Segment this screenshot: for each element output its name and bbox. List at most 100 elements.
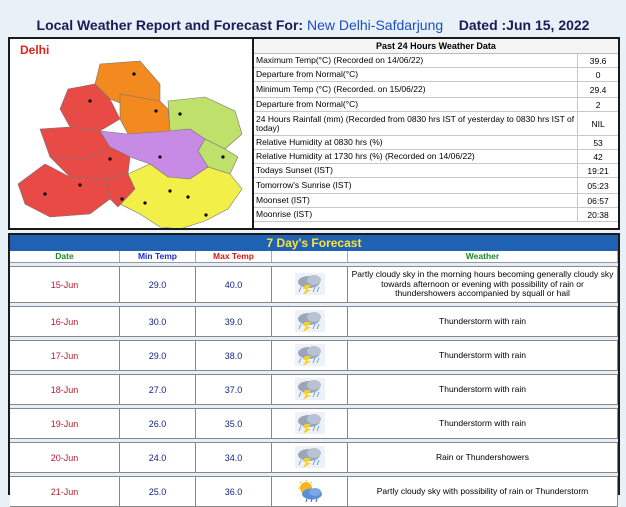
obs-value: 42 [577, 150, 618, 163]
col-header-min-temp: Min Temp [120, 251, 196, 262]
obs-row: Todays Sunset (IST) 19:21 [254, 164, 618, 178]
forecast-weather: Rain or Thundershowers [348, 443, 618, 472]
col-header-icon [272, 251, 348, 262]
past-24h-table: Past 24 Hours Weather Data Maximum Temp(… [254, 39, 618, 228]
past-24h-heading: Past 24 Hours Weather Data [254, 39, 618, 54]
obs-label: Tomorrow's Sunrise (IST) [256, 180, 352, 190]
forecast-icon-cell [272, 409, 348, 438]
obs-value: NIL [577, 112, 618, 135]
delhi-district-map [17, 60, 243, 228]
forecast-row: 21-Jun 25.0 36.0 Partly cloudy sky with pos… [10, 476, 618, 507]
forecast-icon-cell [272, 307, 348, 336]
obs-row: Maximum Temp(°C) (Recorded on 14/06/22) 3… [254, 54, 618, 68]
forecast-icon-cell [272, 267, 348, 302]
forecast-header-row: Date Min Temp Max Temp Weather [10, 251, 618, 263]
thunderstorm-icon [294, 411, 325, 436]
forecast-icon-cell [272, 443, 348, 472]
delhi-map-panel: Delhi [10, 39, 254, 228]
obs-label: Moonrise (IST) [256, 209, 313, 219]
col-header-date: Date [10, 251, 120, 262]
forecast-icon-cell [272, 375, 348, 404]
forecast-max-temp: 40.0 [196, 267, 272, 302]
forecast-weather: Partly cloudy sky with possibility of ra… [348, 477, 618, 506]
obs-value: 06:57 [577, 194, 618, 207]
forecast-row: 16-Jun 30.0 39.0 Thunderstorm with rain [10, 306, 618, 337]
obs-row: Minimum Temp (°C) (Recorded. on 15/06/22… [254, 82, 618, 98]
map-state-label: Delhi [20, 43, 50, 57]
forecast-title: 7 Day's Forecast [10, 235, 618, 251]
obs-label: Departure from Normal(°C) [256, 99, 359, 109]
forecast-max-temp: 36.0 [196, 477, 272, 506]
obs-label: Minimum Temp (°C) (Recorded. on 15/06/22… [256, 84, 426, 94]
obs-row: Moonrise (IST) 20:38 [254, 208, 618, 222]
obs-label: Relative Humidity at 1730 hrs (%) (Recor… [256, 151, 475, 161]
forecast-min-temp: 25.0 [120, 477, 196, 506]
forecast-row: 18-Jun 27.0 37.0 Thunderstorm with rain [10, 374, 618, 405]
obs-label: Todays Sunset (IST) [256, 165, 334, 175]
forecast-icon-cell [272, 341, 348, 370]
forecast-min-temp: 26.0 [120, 409, 196, 438]
title-date: Dated :Jun 15, 2022 [458, 17, 590, 33]
obs-row: Moonset (IST) 06:57 [254, 194, 618, 208]
forecast-max-temp: 34.0 [196, 443, 272, 472]
district-model-town [119, 93, 171, 138]
forecast-max-temp: 38.0 [196, 341, 272, 370]
district-rohini [59, 83, 121, 132]
obs-value: 29.4 [577, 82, 618, 97]
obs-value: 20:38 [577, 208, 618, 221]
forecast-row: 19-Jun 26.0 35.0 Thunderstorm with rain [10, 408, 618, 439]
thunderstorm-icon [294, 445, 325, 470]
obs-value: 2 [577, 98, 618, 111]
forecast-date: 15-Jun [10, 267, 120, 302]
forecast-row: 17-Jun 29.0 38.0 Thunderstorm with rain [10, 340, 618, 371]
forecast-date: 18-Jun [10, 375, 120, 404]
obs-value: 0 [577, 68, 618, 81]
obs-row: Departure from Normal(°C) 0 [254, 68, 618, 82]
forecast-min-temp: 30.0 [120, 307, 196, 336]
obs-row: Tomorrow's Sunrise (IST) 05:23 [254, 178, 618, 194]
obs-label: Maximum Temp(°C) (Recorded on 14/06/22) [256, 55, 424, 65]
forecast-max-temp: 35.0 [196, 409, 272, 438]
thunderstorm-icon [294, 377, 325, 402]
thunderstorm-icon [294, 343, 325, 368]
col-header-weather: Weather [348, 251, 618, 262]
forecast-date: 21-Jun [10, 477, 120, 506]
col-header-max-temp: Max Temp [196, 251, 272, 262]
forecast-min-temp: 27.0 [120, 375, 196, 404]
obs-label: 24 Hours Rainfall (mm) (Recorded from 08… [256, 113, 575, 133]
forecast-min-temp: 24.0 [120, 443, 196, 472]
obs-label: Moonset (IST) [256, 195, 310, 205]
current-weather-panel: Delhi Past 24 Hours Weather Data Maximum… [8, 37, 620, 230]
forecast-weather: Partly cloudy sky in the morning hours b… [348, 267, 618, 302]
forecast-panel: 7 Day's Forecast Date Min Temp Max Temp … [8, 233, 620, 507]
obs-row: Relative Humidity at 0830 hrs (%) 53 [254, 136, 618, 150]
forecast-row: 20-Jun 24.0 34.0 Rain or Thundershowers [10, 442, 618, 473]
obs-value: 19:21 [577, 164, 618, 177]
forecast-weather: Thunderstorm with rain [348, 307, 618, 336]
forecast-weather: Thunderstorm with rain [348, 409, 618, 438]
forecast-weather: Thunderstorm with rain [348, 375, 618, 404]
title-prefix: Local Weather Report and Forecast For: [36, 17, 304, 33]
forecast-date: 16-Jun [10, 307, 120, 336]
obs-value: 53 [577, 136, 618, 149]
obs-row: Departure from Normal(°C) 2 [254, 98, 618, 112]
page-title: Local Weather Report and Forecast For: N… [0, 17, 626, 33]
obs-label: Relative Humidity at 0830 hrs (%) [256, 137, 383, 147]
obs-value: 39.6 [577, 54, 618, 67]
district-palam [104, 173, 136, 208]
district-south [104, 163, 243, 228]
forecast-row: 15-Jun 29.0 40.0 Partly cloudy sky in the m… [10, 266, 618, 303]
obs-label: Departure from Normal(°C) [256, 69, 359, 79]
forecast-min-temp: 29.0 [120, 341, 196, 370]
forecast-date: 20-Jun [10, 443, 120, 472]
thunderstorm-icon [294, 309, 325, 334]
thunderstorm-icon [294, 272, 325, 297]
obs-row: Relative Humidity at 1730 hrs (%) (Recor… [254, 150, 618, 164]
forecast-date: 17-Jun [10, 341, 120, 370]
obs-value: 05:23 [577, 178, 618, 193]
forecast-weather: Thunderstorm with rain [348, 341, 618, 370]
forecast-max-temp: 37.0 [196, 375, 272, 404]
obs-row: 24 Hours Rainfall (mm) (Recorded from 08… [254, 112, 618, 136]
forecast-icon-cell [272, 477, 348, 506]
forecast-min-temp: 29.0 [120, 267, 196, 302]
